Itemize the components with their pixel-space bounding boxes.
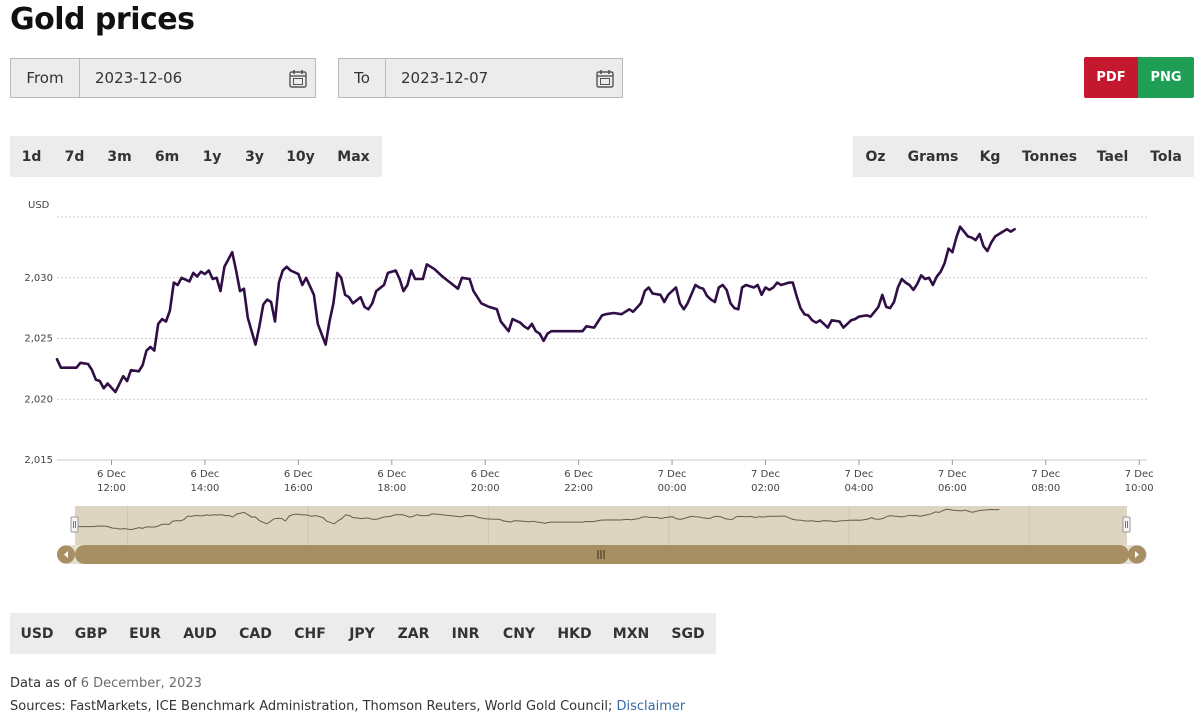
y-tick-label: 2,030 xyxy=(24,273,53,284)
unit-kg[interactable]: Kg xyxy=(979,148,1001,165)
unit-tonnes[interactable]: Tonnes xyxy=(1021,148,1078,165)
y-axis-label: USD xyxy=(28,200,50,211)
currency-jpy[interactable]: JPY xyxy=(349,625,375,642)
unit-grams[interactable]: Grams xyxy=(907,148,959,165)
x-tick-time: 06:00 xyxy=(938,483,967,494)
navigator-grid xyxy=(127,506,1030,546)
period-max[interactable]: Max xyxy=(337,148,370,165)
period-6m[interactable]: 6m xyxy=(154,148,180,165)
x-tick-time: 22:00 xyxy=(564,483,593,494)
x-tick-time: 04:00 xyxy=(845,483,874,494)
data-as-of: Data as of 6 December, 2023 xyxy=(10,676,202,691)
arrow-left-icon xyxy=(64,551,68,558)
x-tick-time: 08:00 xyxy=(1031,483,1060,494)
unit-tola[interactable]: Tola xyxy=(1150,148,1182,165)
scroll-right-button[interactable] xyxy=(1128,545,1146,564)
sources-text: Sources: FastMarkets, ICE Benchmark Admi… xyxy=(10,699,613,714)
x-tick-date: 6 Dec xyxy=(377,469,406,480)
currency-cny[interactable]: CNY xyxy=(502,625,536,642)
currency-cad[interactable]: CAD xyxy=(239,625,272,642)
price-series-line xyxy=(55,225,1016,394)
x-tick-time: 10:00 xyxy=(1125,483,1154,494)
x-tick-time: 18:00 xyxy=(377,483,406,494)
x-tick-date: 6 Dec xyxy=(97,469,126,480)
to-date-value: 2023-12-07 xyxy=(401,69,489,87)
x-tick-date: 7 Dec xyxy=(938,469,967,480)
navigator-series-line xyxy=(74,508,1000,531)
export-group: PDF PNG xyxy=(1084,57,1194,98)
scrollbar-thumb[interactable] xyxy=(75,545,1129,564)
y-tick-label: 2,025 xyxy=(24,334,53,345)
currency-gbp[interactable]: GBP xyxy=(74,625,108,642)
navigator-window[interactable] xyxy=(75,506,1127,546)
period-3y[interactable]: 3y xyxy=(245,148,264,165)
page-title: Gold prices xyxy=(10,2,195,37)
range-navigator[interactable] xyxy=(70,506,1131,546)
arrow-right-icon xyxy=(1135,551,1139,558)
calendar-icon[interactable] xyxy=(596,69,614,88)
png-button[interactable]: PNG xyxy=(1138,57,1194,98)
navigator-right-handle[interactable] xyxy=(1122,516,1131,533)
currency-selector: USD GBP EUR AUD CAD CHF JPY ZAR INR CNY … xyxy=(10,613,716,654)
x-tick-date: 7 Dec xyxy=(1125,469,1154,480)
x-tick-time: 12:00 xyxy=(97,483,126,494)
disclaimer-link[interactable]: Disclaimer xyxy=(616,699,686,714)
x-tick-time: 20:00 xyxy=(471,483,500,494)
x-tick-time: 14:00 xyxy=(191,483,220,494)
currency-mxn[interactable]: MXN xyxy=(612,625,650,642)
data-as-of-label: Data as of xyxy=(10,676,77,691)
x-tick-time: 16:00 xyxy=(284,483,313,494)
navigator-scrollbar[interactable] xyxy=(57,545,1147,564)
from-date-group: From 2023-12-06 xyxy=(10,58,316,98)
period-1d[interactable]: 1d xyxy=(21,148,42,165)
x-tick-date: 6 Dec xyxy=(284,469,313,480)
x-tick-date: 6 Dec xyxy=(471,469,500,480)
currency-zar[interactable]: ZAR xyxy=(397,625,430,642)
navigator-left-handle[interactable] xyxy=(70,516,79,533)
x-tick-date: 7 Dec xyxy=(1031,469,1060,480)
unit-tael[interactable]: Tael xyxy=(1096,148,1129,165)
sources: Sources: FastMarkets, ICE Benchmark Admi… xyxy=(10,699,685,714)
currency-eur[interactable]: EUR xyxy=(129,625,161,642)
x-tick-time: 02:00 xyxy=(751,483,780,494)
currency-sgd[interactable]: SGD xyxy=(671,625,705,642)
currency-chf[interactable]: CHF xyxy=(294,625,326,642)
currency-usd[interactable]: USD xyxy=(20,625,54,642)
x-tick-date: 7 Dec xyxy=(844,469,873,480)
period-7d[interactable]: 7d xyxy=(64,148,85,165)
currency-aud[interactable]: AUD xyxy=(183,625,217,642)
x-tick-date: 7 Dec xyxy=(658,469,687,480)
period-10y[interactable]: 10y xyxy=(286,148,315,165)
from-date-value: 2023-12-06 xyxy=(95,69,183,87)
unit-selector: Oz Grams Kg Tonnes Tael Tola xyxy=(853,136,1194,177)
y-tick-label: 2,020 xyxy=(24,394,53,405)
unit-oz[interactable]: Oz xyxy=(865,148,886,165)
from-label: From xyxy=(11,59,80,97)
y-axis: 2,015 2,020 2,025 2,030 xyxy=(24,273,53,466)
chart-grid xyxy=(57,216,1147,461)
x-axis: 6 Dec 12:00 6 Dec 14:00 6 Dec 16:00 6 Dec 18:00… xyxy=(97,460,1154,494)
to-date-group: To 2023-12-07 xyxy=(338,58,623,98)
pdf-button[interactable]: PDF xyxy=(1084,57,1138,98)
scrollbar-grip-icon xyxy=(597,550,605,559)
x-tick-time: 00:00 xyxy=(658,483,687,494)
x-tick-date: 6 Dec xyxy=(564,469,593,480)
period-1y[interactable]: 1y xyxy=(202,148,222,165)
data-as-of-date: 6 December, 2023 xyxy=(80,676,202,691)
currency-inr[interactable]: INR xyxy=(451,625,480,642)
period-selector: 1d 7d 3m 6m 1y 3y 10y Max xyxy=(10,136,382,177)
to-date-input[interactable]: 2023-12-07 xyxy=(386,59,622,97)
y-tick-label: 2,015 xyxy=(24,455,53,466)
x-tick-date: 6 Dec xyxy=(190,469,219,480)
period-3m[interactable]: 3m xyxy=(107,148,132,165)
from-date-input[interactable]: 2023-12-06 xyxy=(80,59,315,97)
to-label: To xyxy=(339,59,386,97)
currency-hkd[interactable]: HKD xyxy=(557,625,592,642)
calendar-icon[interactable] xyxy=(289,69,307,88)
x-tick-date: 7 Dec xyxy=(751,469,780,480)
scroll-left-button[interactable] xyxy=(57,545,75,564)
